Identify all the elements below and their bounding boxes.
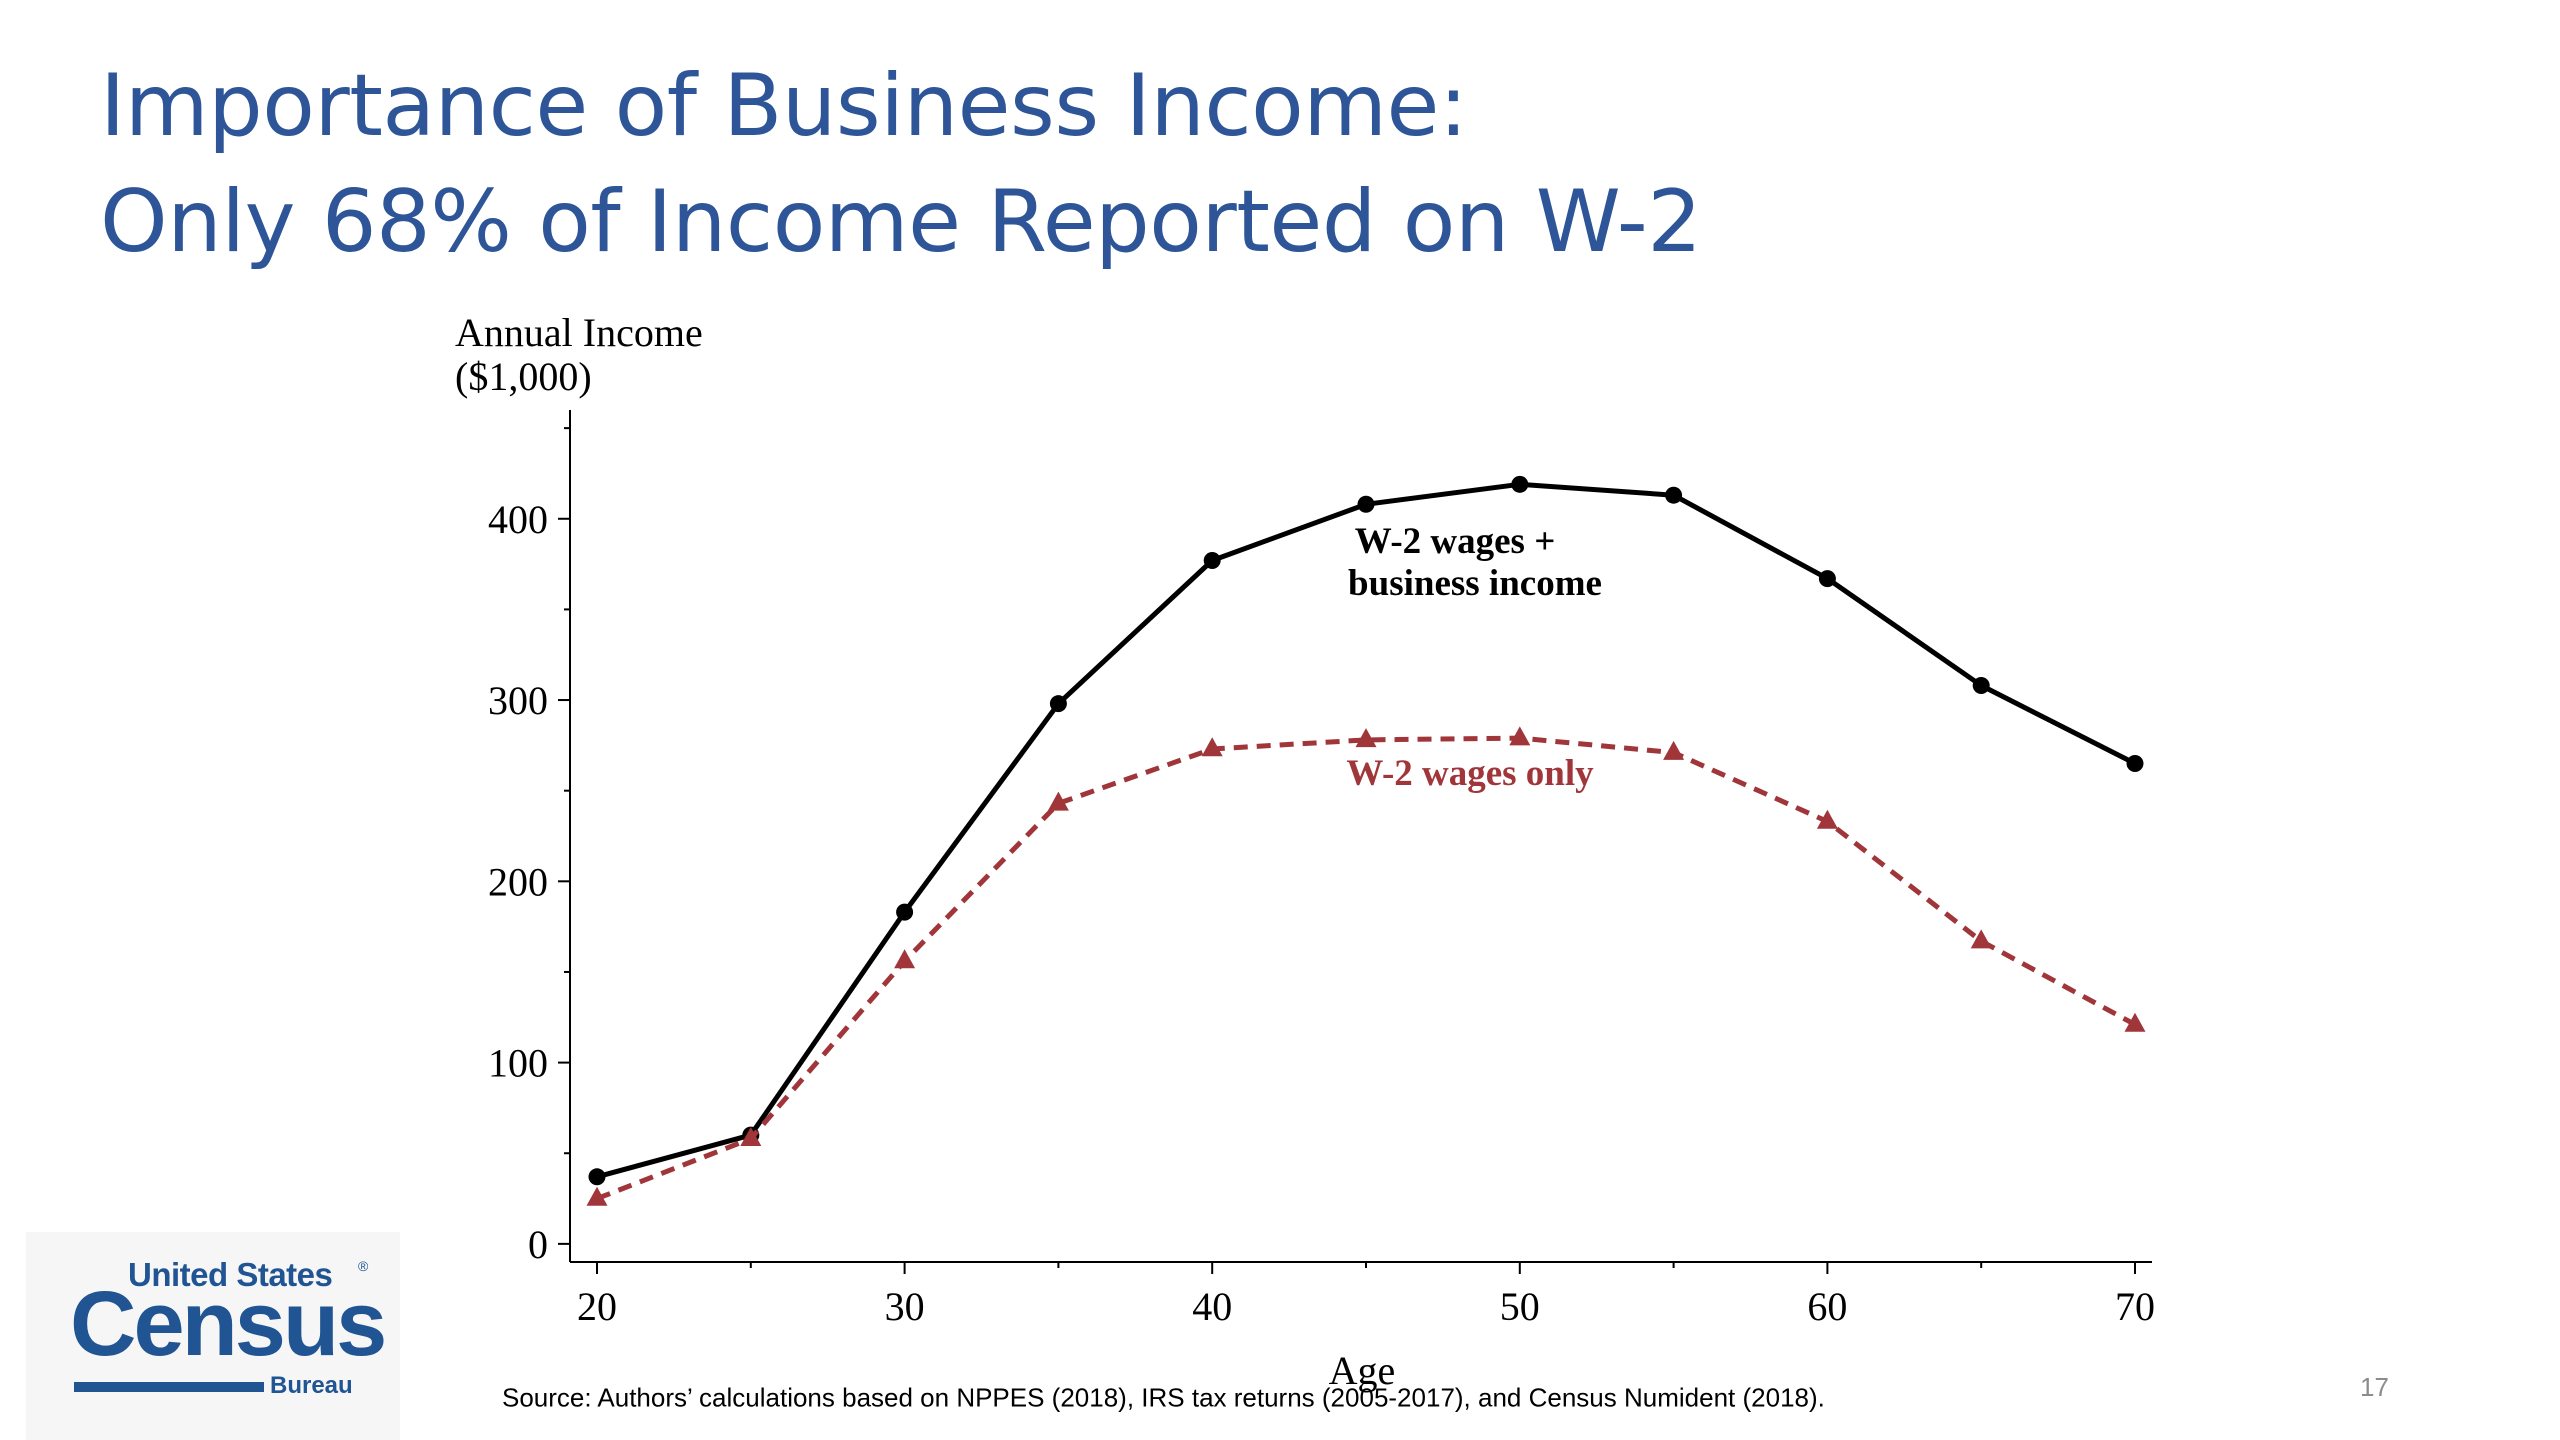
data-point-total-income: [2126, 754, 2144, 772]
data-point-w2-only: [1509, 726, 1531, 746]
x-axis-title: Age: [1329, 1348, 1396, 1393]
x-tick-label: 30: [885, 1284, 925, 1329]
y-axis-title-line-1: Annual Income: [455, 310, 703, 355]
data-point-total-income: [1049, 695, 1067, 713]
y-tick-label: 400: [488, 497, 548, 542]
y-tick-label: 0: [528, 1222, 548, 1267]
x-tick-label: 40: [1192, 1284, 1232, 1329]
x-tick-label: 60: [1807, 1284, 1847, 1329]
x-tick-label: 20: [577, 1284, 617, 1329]
data-point-total-income: [1203, 551, 1221, 569]
data-point-total-income: [1665, 486, 1683, 504]
data-point-w2-only: [1816, 809, 1838, 829]
data-point-w2-only: [740, 1126, 762, 1146]
series-label-w2-only: W-2 wages only: [1346, 753, 1594, 794]
chart-series: [586, 475, 2146, 1206]
y-tick-label: 200: [488, 859, 548, 904]
data-point-w2-only: [2124, 1012, 2146, 1032]
data-point-w2-only: [586, 1186, 608, 1206]
census-bureau-logo: United States ® Census Bureau: [26, 1232, 400, 1440]
data-point-w2-only: [1201, 737, 1223, 757]
data-point-total-income: [896, 903, 914, 921]
y-axis-title-line-2: ($1,000): [455, 354, 592, 399]
data-point-w2-only: [1355, 728, 1377, 748]
data-point-total-income: [1357, 495, 1375, 513]
data-point-total-income: [1818, 570, 1836, 588]
data-point-total-income: [1972, 677, 1990, 695]
y-tick-label: 300: [488, 678, 548, 723]
page-number: 17: [2360, 1372, 2389, 1402]
y-tick-label: 100: [488, 1041, 548, 1086]
logo-united-states-text: United States: [128, 1256, 333, 1293]
source-note: Source: Authors’ calculations based on N…: [502, 1382, 1825, 1413]
data-point-w2-only: [1970, 929, 1992, 949]
data-point-w2-only: [894, 949, 916, 969]
chart-axes: 0 100 200 300 400 20 30 40 50 60 70: [488, 410, 2155, 1329]
logo-census-text: Census: [70, 1273, 387, 1375]
slide-title-line-2: Only 68% of Income Reported on W-2: [100, 172, 1702, 272]
logo-underline-bar: [74, 1382, 264, 1392]
x-tick-label: 50: [1500, 1284, 1540, 1329]
series-label-total-line-2: business income: [1348, 563, 1602, 604]
x-tick-label: 70: [2115, 1284, 2155, 1329]
data-point-w2-only: [1663, 740, 1685, 760]
series-line-w2-only: [596, 735, 2137, 1201]
series-label-total-line-1: W-2 wages +: [1355, 521, 1556, 562]
logo-bureau-text: Bureau: [270, 1372, 353, 1399]
slide-title: Importance of Business Income: Only 68% …: [100, 48, 1702, 280]
data-point-total-income: [588, 1168, 606, 1186]
data-point-total-income: [1511, 475, 1529, 493]
data-point-w2-only: [1047, 791, 1069, 811]
logo-registered-mark: ®: [358, 1258, 369, 1274]
slide-title-line-1: Importance of Business Income:: [100, 56, 1468, 156]
